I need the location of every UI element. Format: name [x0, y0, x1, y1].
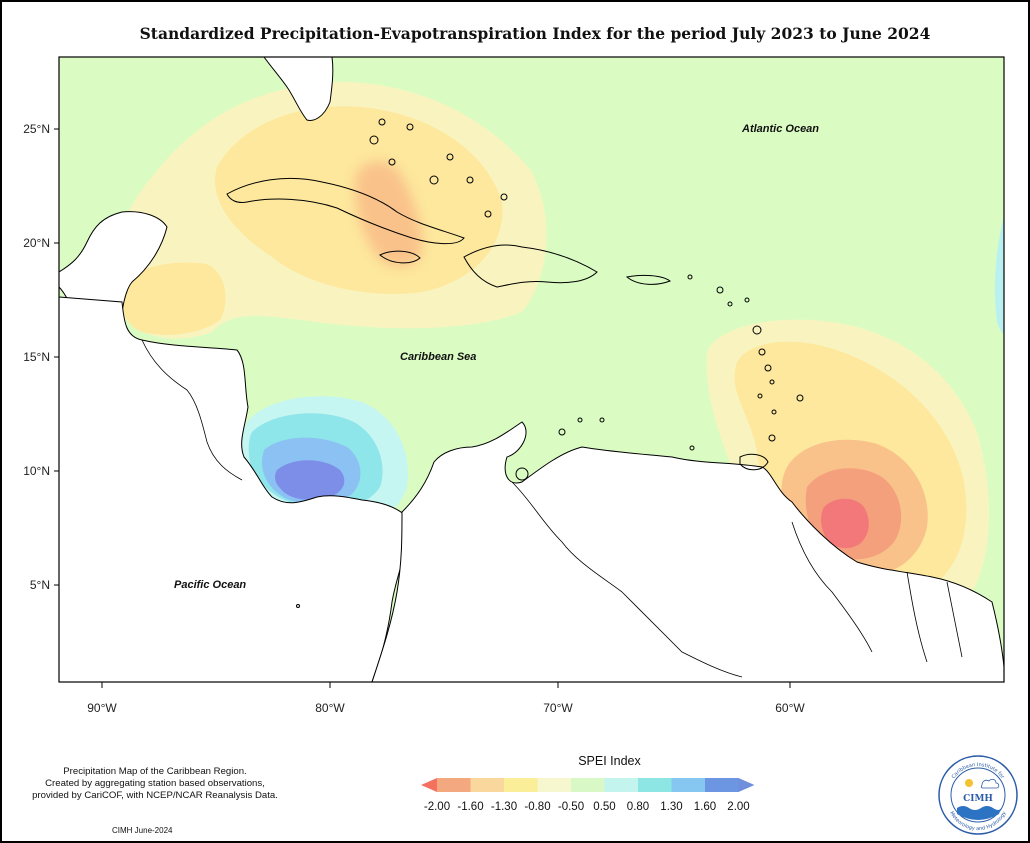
- logo-text: CIMH: [963, 794, 993, 804]
- small-islands: [296, 118, 804, 608]
- dry-region-yucatan: [121, 262, 226, 335]
- map-title: Standardized Precipitation-Evapotranspir…: [139, 24, 931, 43]
- dry-core-cuba: [354, 161, 423, 267]
- lon-tick-label: 80°W: [315, 701, 345, 715]
- legend-break-label: -1.30: [491, 801, 517, 813]
- caption-line: Precipitation Map of the Caribbean Regio…: [63, 766, 247, 777]
- central-america: [59, 296, 409, 682]
- label-caribbean: Caribbean Sea: [400, 351, 476, 363]
- map-frame: [58, 56, 1005, 683]
- label-atlantic: Atlantic Ocean: [741, 123, 819, 135]
- south-america: [371, 421, 1004, 682]
- spei-map: 25°N 20°N 15°N 10°N 5°N 90°W 80°W 70°W 6…: [23, 56, 1005, 715]
- lon-tick-label: 60°W: [775, 701, 805, 715]
- legend-swatch: [638, 778, 672, 792]
- legend-bar: [421, 778, 755, 792]
- trinidad: [739, 453, 769, 471]
- cuba: [226, 177, 465, 245]
- legend-break-label: 0.80: [627, 801, 649, 813]
- legend-swatch: [671, 778, 706, 792]
- legend-arrow-left: [421, 778, 437, 792]
- legend-break-label: -0.50: [558, 801, 584, 813]
- legend-break-label: -1.60: [457, 801, 483, 813]
- florida: [263, 57, 334, 121]
- wet-edge-east: [994, 217, 1004, 335]
- caption-line: Created by aggregating station based obs…: [45, 778, 265, 789]
- lat-tick-label: 10°N: [23, 464, 50, 478]
- legend-break-label: -2.00: [424, 801, 450, 813]
- lat-axis: 25°N 20°N 15°N 10°N 5°N: [23, 122, 59, 592]
- wet-core: [275, 460, 345, 500]
- land-masses: [59, 57, 1004, 682]
- cloud-icon: [980, 778, 1000, 789]
- legend-break-label: 1.60: [694, 801, 716, 813]
- sun-icon: [965, 779, 973, 787]
- credit-text: CIMH June-2024: [112, 826, 173, 835]
- legend-swatch: [437, 778, 471, 792]
- country-borders: [141, 339, 963, 678]
- legend-swatch: [504, 778, 538, 792]
- legend-break-label: 1.30: [660, 801, 682, 813]
- jamaica: [379, 250, 421, 264]
- legend-labels: -2.00 -1.60 -1.30 -0.80 -0.50 0.50 0.80 1.30 1.6…: [424, 801, 750, 813]
- lon-axis: 90°W 80°W 70°W 60°W: [87, 682, 805, 715]
- label-pacific: Pacific Ocean: [174, 579, 246, 591]
- lat-tick-label: 20°N: [23, 236, 50, 250]
- caption-line: provided by CariCOF, with NCEP/NCAR Rean…: [32, 790, 278, 801]
- lat-tick-label: 25°N: [23, 122, 50, 136]
- legend-swatch: [705, 778, 739, 792]
- water-icon: [957, 806, 1001, 820]
- legend-title: SPEI Index: [578, 754, 641, 768]
- hispaniola: [463, 244, 598, 288]
- map-caption: Precipitation Map of the Caribbean Regio…: [10, 766, 300, 802]
- legend-swatch: [604, 778, 639, 792]
- dry-core-east: [821, 498, 869, 549]
- lon-tick-label: 70°W: [543, 701, 573, 715]
- lon-tick-label: 90°W: [87, 701, 117, 715]
- legend-arrow-right: [738, 778, 755, 792]
- spei-legend: -2.00 -1.60 -1.30 -0.80 -0.50 0.50 0.80 1.30 1.6…: [421, 778, 755, 813]
- spei-field: [59, 57, 1004, 682]
- legend-break-label: 0.50: [593, 801, 615, 813]
- legend-swatch: [537, 778, 572, 792]
- legend-break-label: 2.00: [727, 801, 749, 813]
- legend-break-label: -0.80: [524, 801, 550, 813]
- puerto-rico: [625, 274, 672, 285]
- lat-tick-label: 15°N: [23, 350, 50, 364]
- legend-swatch: [571, 778, 605, 792]
- lat-tick-label: 5°N: [30, 578, 50, 592]
- cimh-logo: Caribbean Institute for Meteorology and …: [938, 755, 1018, 835]
- legend-swatch: [470, 778, 505, 792]
